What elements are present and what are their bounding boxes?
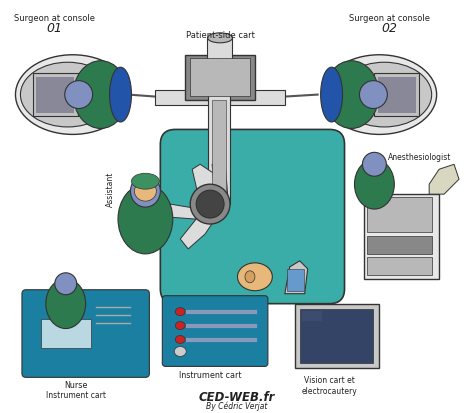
Bar: [287, 269, 304, 291]
Text: 01: 01: [47, 22, 63, 35]
Text: CED-WEB.fr: CED-WEB.fr: [199, 391, 275, 404]
Bar: [295, 304, 379, 368]
Ellipse shape: [135, 181, 156, 201]
Bar: [365, 194, 439, 279]
Bar: [374, 73, 419, 116]
Text: Surgeon at console: Surgeon at console: [14, 14, 95, 23]
Polygon shape: [212, 162, 228, 199]
Bar: [367, 236, 432, 254]
Text: By Cédric Verjat: By Cédric Verjat: [206, 401, 268, 411]
Text: Anesthesiologist: Anesthesiologist: [388, 153, 451, 162]
Text: Instrument cart: Instrument cart: [179, 371, 241, 380]
Bar: [207, 38, 232, 60]
Text: 02: 02: [382, 22, 397, 35]
Ellipse shape: [196, 190, 224, 218]
Ellipse shape: [355, 159, 394, 209]
Bar: [300, 309, 374, 363]
Text: Surgeon at console: Surgeon at console: [349, 14, 430, 23]
Ellipse shape: [65, 81, 92, 109]
Bar: [302, 311, 322, 320]
Polygon shape: [429, 164, 459, 194]
Ellipse shape: [320, 67, 343, 122]
Bar: [41, 318, 91, 349]
Text: Vision cart et
electrocautery: Vision cart et electrocautery: [302, 376, 357, 396]
Ellipse shape: [175, 308, 185, 316]
Ellipse shape: [208, 33, 233, 43]
Text: Instrument cart: Instrument cart: [46, 391, 106, 400]
Ellipse shape: [46, 279, 86, 329]
FancyBboxPatch shape: [160, 129, 345, 304]
Text: Nurse: Nurse: [64, 381, 87, 390]
Bar: [367, 257, 432, 275]
Ellipse shape: [190, 184, 230, 224]
Ellipse shape: [118, 184, 173, 254]
Ellipse shape: [131, 173, 159, 189]
Ellipse shape: [20, 62, 115, 127]
Bar: [230, 90, 285, 104]
Ellipse shape: [245, 271, 255, 283]
Ellipse shape: [130, 175, 160, 207]
Ellipse shape: [322, 55, 437, 134]
Bar: [209, 104, 229, 204]
Text: Assistant: Assistant: [106, 171, 115, 207]
Ellipse shape: [324, 61, 379, 128]
Bar: [185, 55, 255, 100]
Bar: [33, 73, 78, 116]
Polygon shape: [168, 204, 205, 219]
Polygon shape: [285, 261, 308, 294]
FancyBboxPatch shape: [162, 296, 268, 366]
Ellipse shape: [109, 67, 131, 122]
Polygon shape: [180, 214, 215, 249]
Ellipse shape: [175, 322, 185, 330]
Text: Patient-side cart: Patient-side cart: [186, 31, 255, 40]
Ellipse shape: [16, 55, 130, 134]
Polygon shape: [192, 164, 218, 204]
Ellipse shape: [73, 61, 128, 128]
Bar: [208, 95, 230, 204]
Ellipse shape: [363, 152, 386, 176]
Ellipse shape: [55, 273, 77, 295]
Bar: [378, 77, 416, 112]
Bar: [155, 90, 210, 104]
Ellipse shape: [174, 347, 186, 356]
Bar: [212, 100, 226, 199]
Bar: [367, 197, 432, 232]
Bar: [36, 77, 74, 112]
Ellipse shape: [237, 263, 273, 291]
FancyBboxPatch shape: [22, 290, 149, 377]
Bar: [190, 58, 250, 95]
Ellipse shape: [337, 62, 432, 127]
Ellipse shape: [359, 81, 387, 109]
Ellipse shape: [175, 335, 185, 344]
